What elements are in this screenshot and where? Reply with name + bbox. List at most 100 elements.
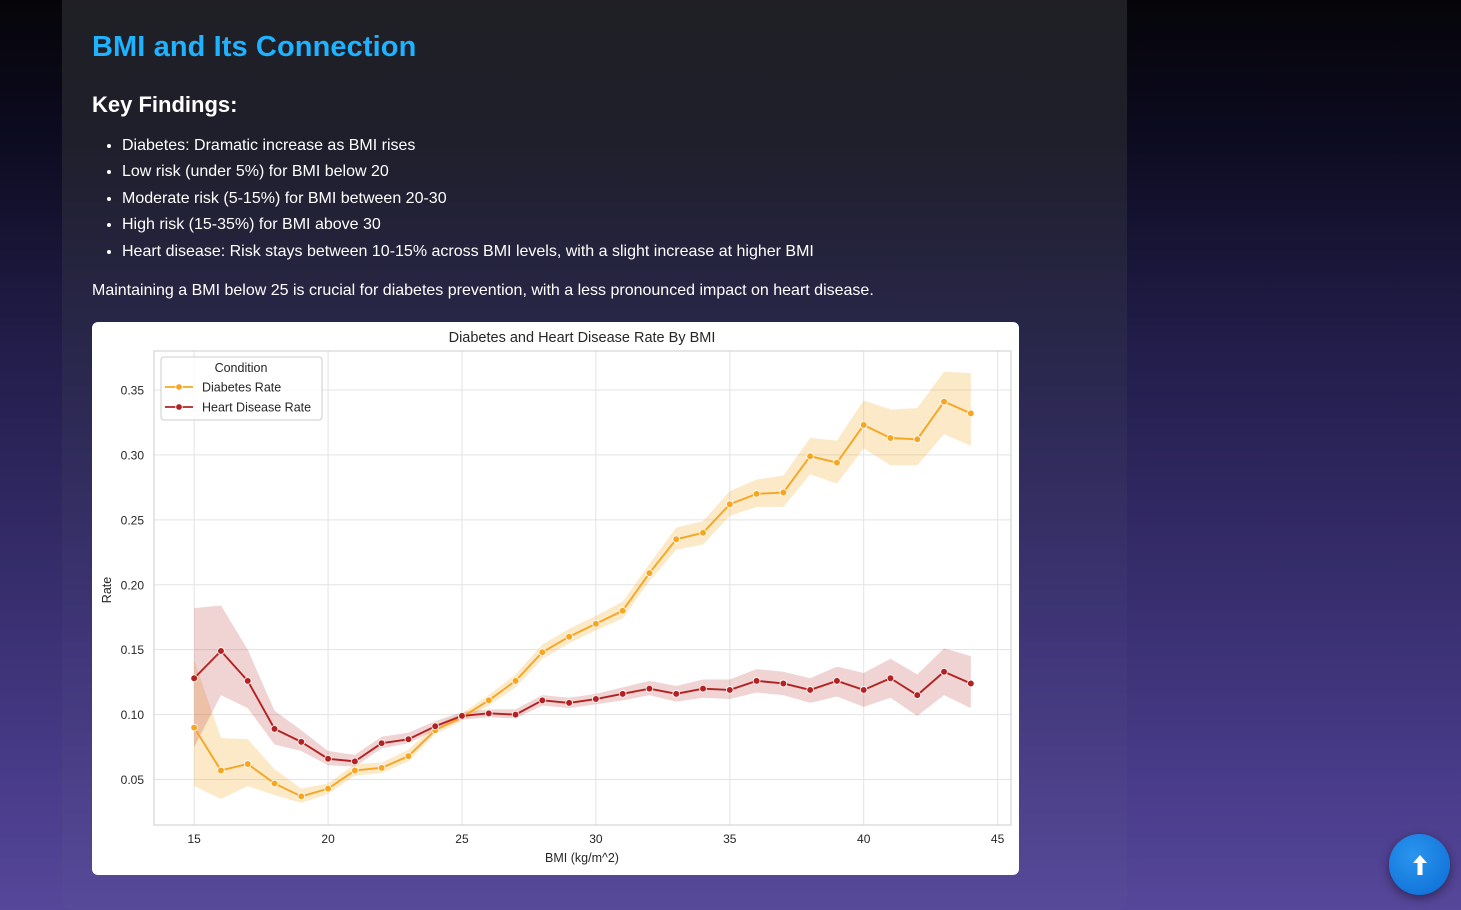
chart-legend: Condition Diabetes Rate Heart Disease Ra… — [160, 356, 323, 421]
point-diabetes — [859, 421, 868, 429]
point-heart — [243, 677, 252, 685]
point-diabetes — [592, 619, 600, 628]
confidence-bands — [194, 371, 971, 803]
x-tick-label: 20 — [321, 832, 335, 846]
y-tick-label: 0.05 — [121, 773, 145, 787]
point-heart — [645, 684, 654, 693]
point-heart — [592, 695, 600, 703]
point-diabetes — [967, 409, 975, 418]
point-diabetes — [725, 500, 734, 509]
point-diabetes — [511, 677, 520, 685]
page-title: BMI and Its Connection — [92, 31, 417, 63]
point-diabetes — [243, 760, 252, 768]
y-axis-label: Rate — [100, 577, 114, 603]
point-diabetes — [538, 648, 547, 657]
point-diabetes — [404, 752, 413, 760]
legend-title: Condition — [215, 361, 268, 375]
grid-lines — [154, 351, 1011, 825]
x-tick-label: 40 — [857, 832, 871, 846]
line-diabetes — [193, 400, 972, 798]
point-heart — [806, 686, 814, 694]
point-diabetes — [672, 535, 681, 544]
legend-label-diabetes: Diabetes Rate — [202, 381, 281, 395]
point-heart — [886, 674, 895, 683]
chart-title: Diabetes and Heart Disease Rate By BMI — [449, 330, 716, 346]
point-heart — [752, 677, 761, 685]
x-tick-label: 35 — [723, 832, 737, 846]
finding-item: Diabetes: Dramatic increase as BMI rises — [122, 133, 814, 159]
point-diabetes — [699, 529, 707, 537]
chart-container: Diabetes and Heart Disease Rate By BMI 1… — [92, 322, 1019, 875]
y-tick-label: 0.25 — [121, 513, 145, 527]
point-heart — [217, 647, 225, 655]
series-points — [190, 397, 975, 801]
point-heart — [351, 757, 359, 766]
legend-box — [160, 356, 323, 421]
point-heart — [940, 667, 948, 676]
point-heart — [297, 738, 306, 746]
point-heart — [672, 690, 681, 698]
band-diabetes — [194, 371, 971, 803]
point-diabetes — [297, 792, 306, 801]
legend-marker-diabetes — [175, 383, 183, 391]
y-tick-label: 0.30 — [121, 448, 145, 462]
point-heart — [538, 696, 547, 705]
point-diabetes — [190, 723, 198, 732]
plot-frame — [153, 350, 1012, 826]
band-heart — [194, 605, 971, 767]
point-heart — [458, 712, 466, 720]
point-heart — [511, 710, 520, 719]
line-heart — [193, 650, 972, 763]
point-diabetes — [752, 490, 761, 498]
finding-item: Low risk (under 5%) for BMI below 20 — [122, 159, 814, 185]
point-diabetes — [886, 434, 895, 442]
point-heart — [377, 739, 386, 747]
point-heart — [725, 686, 734, 694]
x-tick-label: 45 — [991, 832, 1005, 846]
point-heart — [404, 735, 413, 744]
point-diabetes — [645, 569, 654, 577]
point-heart — [270, 725, 279, 733]
y-tick-label: 0.10 — [121, 708, 145, 722]
y-tick-label: 0.35 — [121, 383, 145, 397]
point-diabetes — [217, 766, 225, 775]
x-axis-label: BMI (kg/m^2) — [545, 851, 619, 865]
point-diabetes — [806, 452, 814, 460]
point-heart — [967, 679, 975, 688]
legend-entry-diabetes: Diabetes Rate — [165, 381, 281, 395]
point-diabetes — [324, 784, 332, 793]
point-diabetes — [779, 488, 788, 497]
bmi-line-chart: Diabetes and Heart Disease Rate By BMI 1… — [100, 330, 1012, 865]
point-diabetes — [833, 458, 841, 467]
summary-text: Maintaining a BMI below 25 is crucial fo… — [92, 282, 874, 299]
point-heart — [484, 709, 493, 718]
point-heart — [565, 699, 573, 707]
point-diabetes — [913, 435, 922, 444]
point-diabetes — [484, 696, 493, 705]
point-heart — [618, 690, 627, 698]
series-lines — [193, 400, 972, 798]
legend-marker-heart — [175, 403, 183, 411]
scroll-to-top-button[interactable] — [1389, 834, 1450, 895]
tick-labels: 15 20 25 30 35 40 45 0.05 0.10 0.15 0.20 0.25 0.30 0.… — [121, 383, 1005, 846]
y-tick-label: 0.15 — [121, 643, 145, 657]
point-diabetes — [351, 766, 359, 775]
point-diabetes — [940, 397, 948, 406]
point-heart — [324, 754, 332, 763]
point-diabetes — [377, 764, 386, 772]
point-heart — [913, 691, 922, 699]
finding-item: Heart disease: Risk stays between 10-15%… — [122, 239, 814, 265]
x-tick-label: 15 — [187, 832, 201, 846]
point-heart — [859, 686, 868, 694]
point-heart — [190, 674, 198, 683]
point-heart — [699, 684, 707, 693]
arrow-up-icon — [1412, 854, 1427, 875]
point-heart — [779, 679, 788, 688]
point-diabetes — [270, 779, 279, 788]
point-diabetes — [565, 632, 573, 641]
point-heart — [833, 677, 841, 685]
legend-label-heart: Heart Disease Rate — [202, 401, 311, 415]
x-tick-label: 25 — [455, 832, 469, 846]
legend-entry-heart: Heart Disease Rate — [165, 401, 311, 415]
x-tick-label: 30 — [589, 832, 603, 846]
